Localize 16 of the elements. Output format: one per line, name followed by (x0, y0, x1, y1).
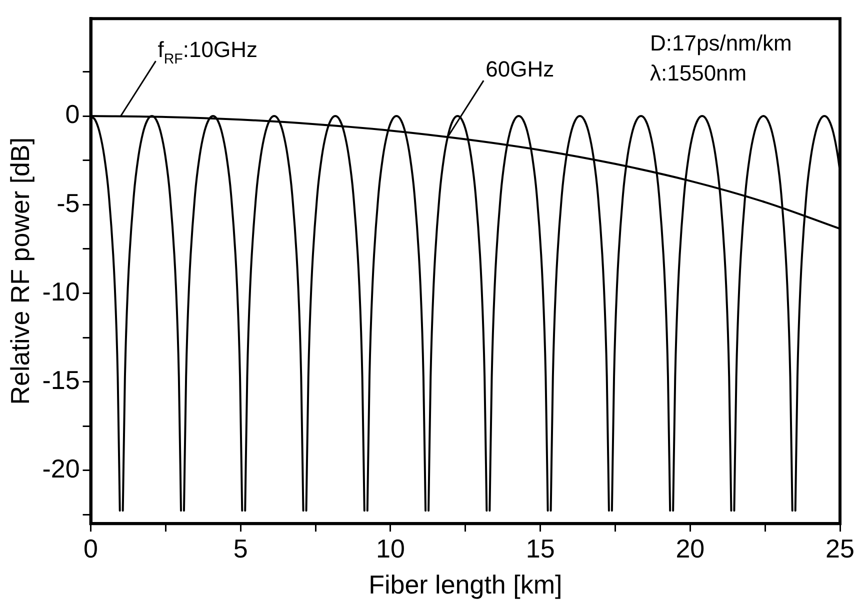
annotation: D:17ps/nm/km (650, 30, 792, 56)
x-tick-label: 10 (376, 533, 405, 564)
annotation: λ:1550nm (650, 60, 747, 86)
y-tick-label: -5 (56, 188, 80, 218)
y-axis-title: Relative RF power [dB] (4, 137, 35, 405)
x-tick-label: 0 (84, 533, 98, 564)
y-tick-label: -15 (42, 365, 80, 396)
y-tick-label: -20 (42, 454, 80, 484)
y-tick-label: -10 (42, 276, 80, 306)
x-axis-title: Fiber length [km] (368, 570, 562, 600)
x-tick-label: 25 (826, 533, 854, 564)
x-tick-label: 15 (526, 533, 555, 564)
x-tick-label: 20 (676, 533, 705, 564)
y-tick-label: 0 (65, 99, 80, 130)
x-tick-label: 5 (233, 533, 248, 564)
annotation: 60GHz (486, 56, 554, 82)
